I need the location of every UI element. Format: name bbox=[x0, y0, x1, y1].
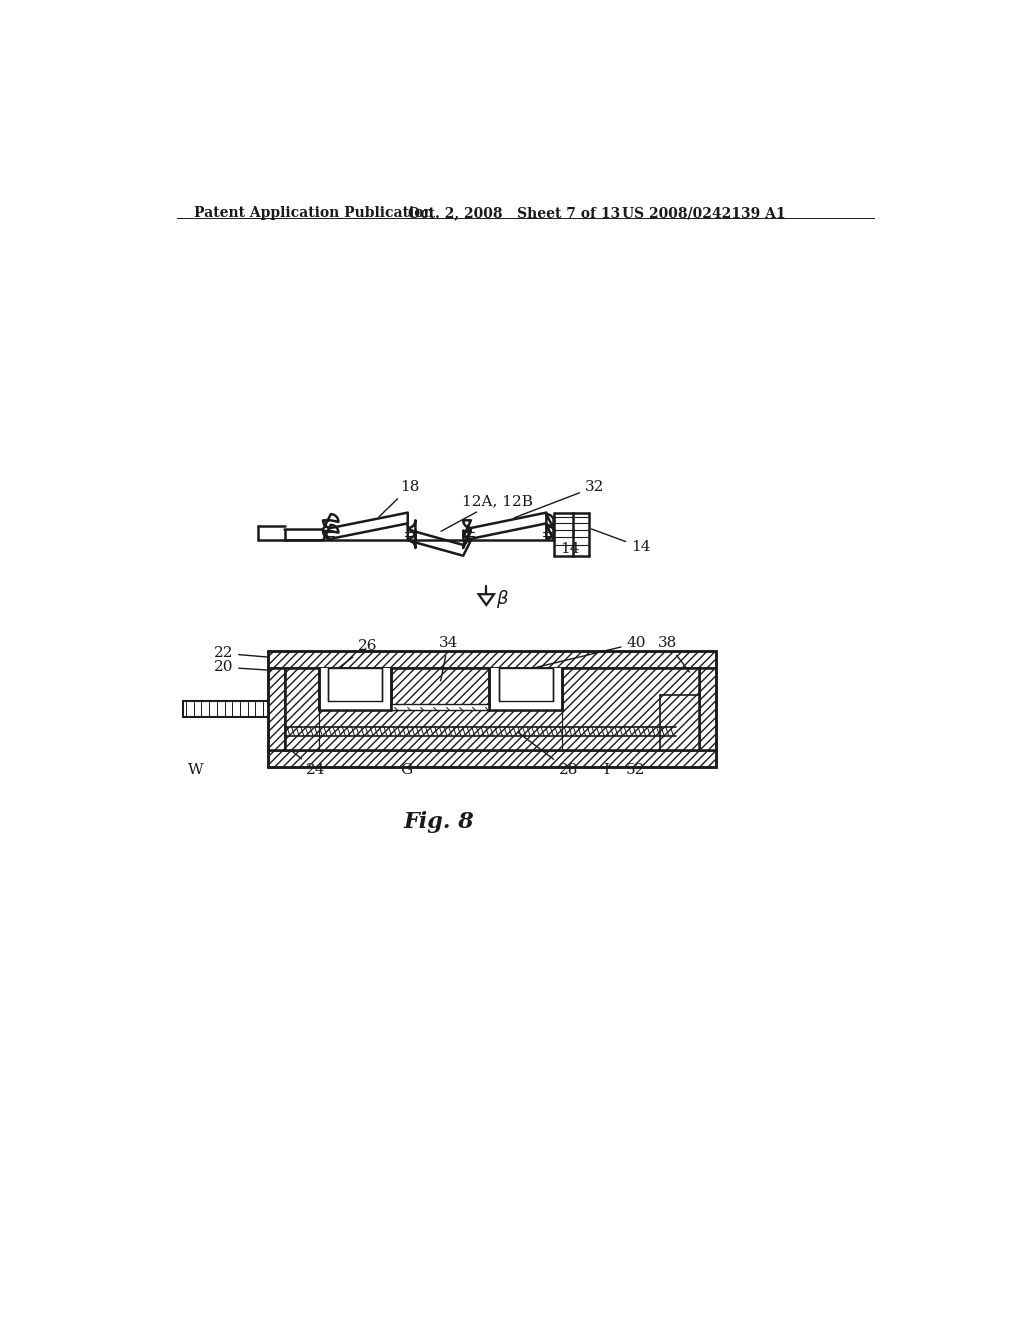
Bar bbox=[698, 668, 716, 750]
Bar bbox=[285, 668, 319, 750]
Text: 34: 34 bbox=[438, 636, 458, 681]
Text: W: W bbox=[188, 763, 204, 777]
Bar bbox=[319, 668, 391, 710]
Text: $\beta$: $\beta$ bbox=[497, 587, 509, 610]
Text: US 2008/0242139 A1: US 2008/0242139 A1 bbox=[622, 206, 785, 220]
Text: 14: 14 bbox=[560, 531, 580, 556]
Text: 24: 24 bbox=[291, 750, 326, 777]
Bar bbox=[319, 668, 329, 710]
Bar bbox=[489, 701, 562, 710]
Bar bbox=[489, 668, 499, 710]
Bar bbox=[267, 750, 716, 767]
Text: 22: 22 bbox=[214, 647, 268, 660]
Bar bbox=[391, 668, 489, 750]
Text: 12A, 12B: 12A, 12B bbox=[441, 494, 532, 531]
Text: 38: 38 bbox=[658, 636, 689, 672]
Text: I: I bbox=[603, 763, 609, 777]
Polygon shape bbox=[285, 512, 554, 545]
Text: 14: 14 bbox=[591, 529, 650, 554]
Text: 32: 32 bbox=[514, 480, 604, 517]
Text: 28: 28 bbox=[518, 733, 579, 777]
Text: Fig. 8: Fig. 8 bbox=[403, 812, 474, 833]
Text: 40: 40 bbox=[504, 636, 646, 676]
Text: 26: 26 bbox=[331, 639, 377, 675]
Bar bbox=[382, 668, 391, 710]
Bar bbox=[553, 668, 562, 710]
Bar bbox=[562, 668, 698, 750]
Text: Oct. 2, 2008   Sheet 7 of 13: Oct. 2, 2008 Sheet 7 of 13 bbox=[408, 206, 620, 220]
Bar bbox=[319, 701, 391, 710]
Polygon shape bbox=[478, 594, 494, 605]
Bar bbox=[267, 668, 285, 750]
Text: 18: 18 bbox=[379, 480, 420, 517]
Bar bbox=[319, 710, 562, 750]
Text: 52: 52 bbox=[626, 763, 645, 777]
Text: Patent Application Publication: Patent Application Publication bbox=[194, 206, 433, 220]
Bar bbox=[267, 651, 716, 668]
Bar bbox=[489, 668, 562, 710]
Text: 20: 20 bbox=[214, 660, 271, 675]
Text: G: G bbox=[400, 763, 413, 777]
Polygon shape bbox=[391, 705, 489, 710]
